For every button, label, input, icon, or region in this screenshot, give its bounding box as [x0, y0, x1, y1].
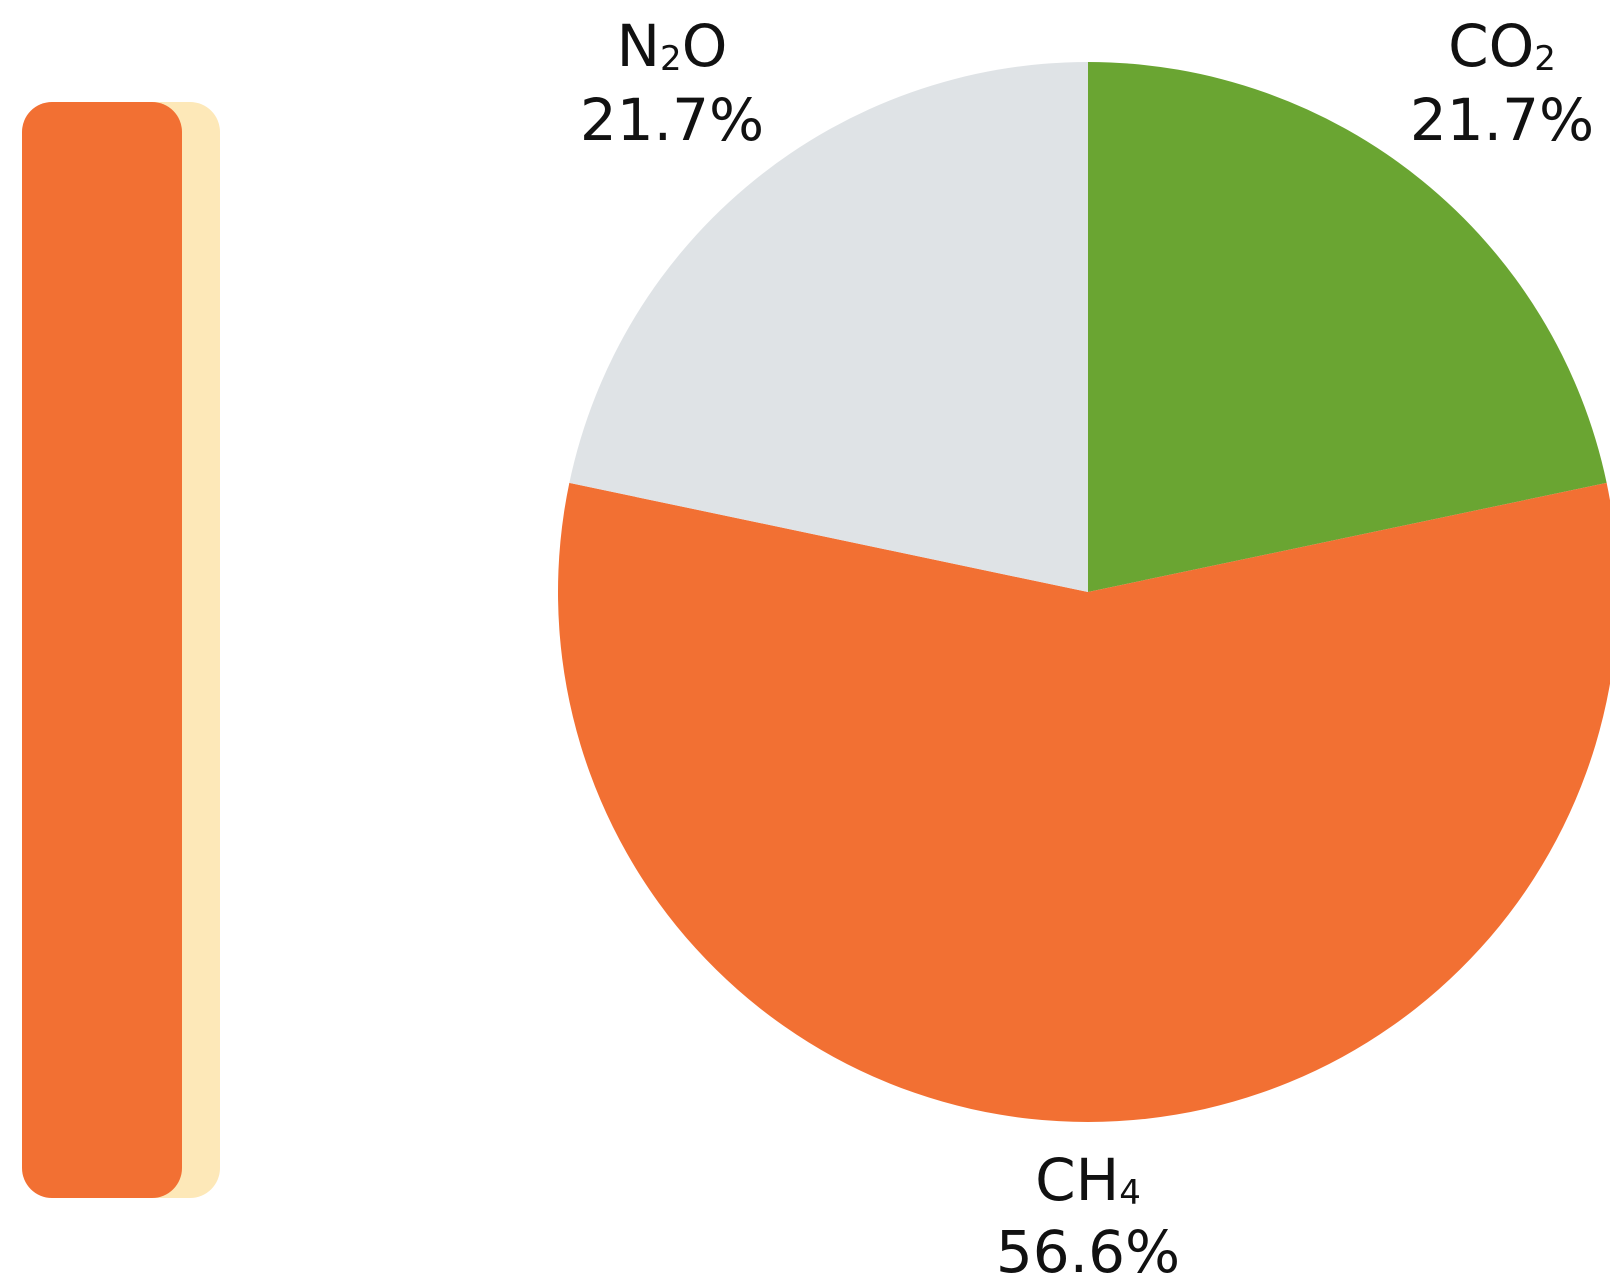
slice-label-ch4: CH4 56.6%: [996, 1146, 1180, 1280]
pie-slice-ch4: [558, 482, 1610, 1122]
pie-slice-co2: [1088, 62, 1607, 592]
slice-label-n2o: N2O 21.7%: [580, 12, 764, 154]
slice-name-ch4: CH4: [1035, 1146, 1141, 1214]
slice-name-n2o: N2O: [617, 12, 728, 80]
slice-value-co2: 21.7%: [1410, 86, 1594, 154]
pie-slices: [558, 62, 1610, 1122]
slice-value-n2o: 21.7%: [580, 86, 764, 154]
side-bar-stack: [22, 102, 220, 1198]
slice-value-ch4: 56.6%: [996, 1218, 1180, 1280]
slice-label-co2: CO2 21.7%: [1410, 12, 1594, 154]
slice-name-co2: CO2: [1448, 12, 1556, 80]
pie-slice-n2o: [569, 62, 1088, 592]
side-bar-front: [22, 102, 182, 1198]
